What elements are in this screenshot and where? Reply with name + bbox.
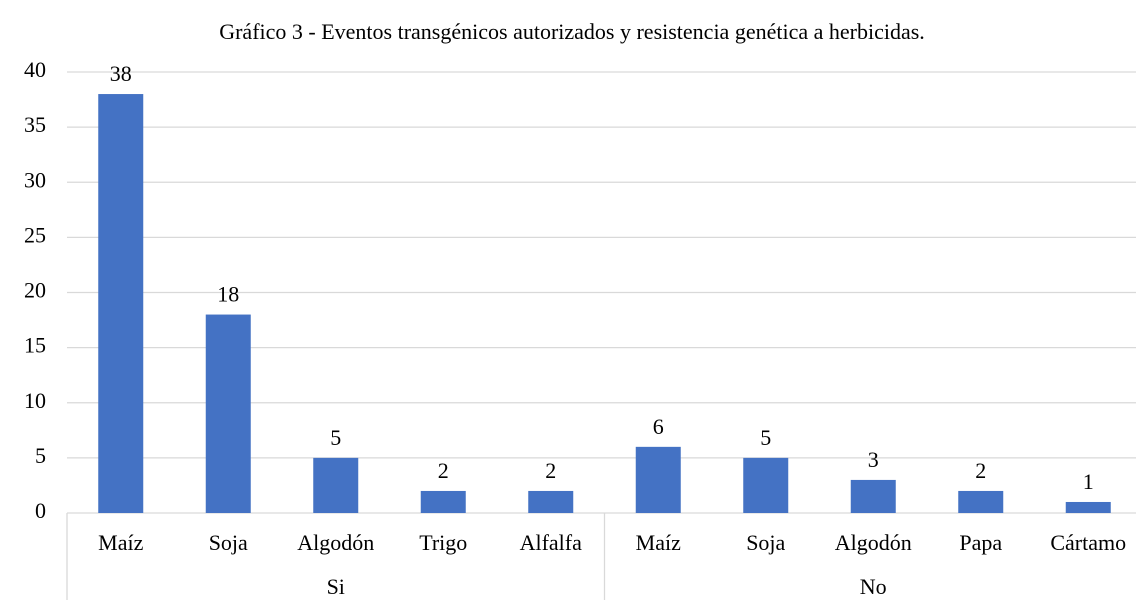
- data-label: 5: [760, 425, 771, 450]
- data-label: 2: [438, 458, 449, 483]
- y-tick-label: 0: [35, 498, 46, 523]
- data-label: 2: [975, 458, 986, 483]
- x-tick-label: Algodón: [297, 530, 374, 555]
- group-label: No: [860, 574, 887, 599]
- bar: [850, 479, 896, 513]
- x-tick-label: Cártamo: [1050, 530, 1126, 555]
- bar: [420, 490, 466, 513]
- bar: [1065, 501, 1111, 513]
- data-label: 6: [653, 414, 664, 439]
- y-tick-label: 35: [24, 112, 46, 137]
- y-tick-label: 15: [24, 333, 46, 358]
- bar: [98, 94, 144, 514]
- x-tick-label: Maíz: [636, 530, 681, 555]
- bar: [313, 457, 359, 513]
- x-tick-label: Papa: [959, 530, 1002, 555]
- bar: [743, 457, 789, 513]
- data-label: 2: [545, 458, 556, 483]
- data-label: 5: [330, 425, 341, 450]
- y-tick-label: 25: [24, 222, 46, 247]
- x-tick-label: Algodón: [835, 530, 912, 555]
- x-tick-label: Maíz: [98, 530, 143, 555]
- y-tick-label: 30: [24, 167, 46, 192]
- bar: [635, 446, 681, 513]
- bar: [958, 490, 1004, 513]
- group-label: Si: [327, 574, 345, 599]
- bar: [528, 490, 574, 513]
- data-label: 38: [110, 61, 132, 86]
- y-tick-label: 40: [24, 57, 46, 82]
- x-tick-label: Alfalfa: [520, 530, 583, 555]
- y-tick-label: 10: [24, 388, 46, 413]
- y-tick-label: 5: [35, 443, 46, 468]
- bar: [205, 314, 251, 513]
- x-tick-label: Soja: [746, 530, 785, 555]
- x-tick-label: Trigo: [419, 530, 467, 555]
- data-label: 1: [1083, 469, 1094, 494]
- data-label: 3: [868, 447, 879, 472]
- chart-title: Gráfico 3 - Eventos transgénicos autoriz…: [219, 19, 925, 44]
- data-label: 18: [217, 282, 239, 307]
- x-tick-label: Soja: [209, 530, 248, 555]
- y-tick-label: 20: [24, 278, 46, 303]
